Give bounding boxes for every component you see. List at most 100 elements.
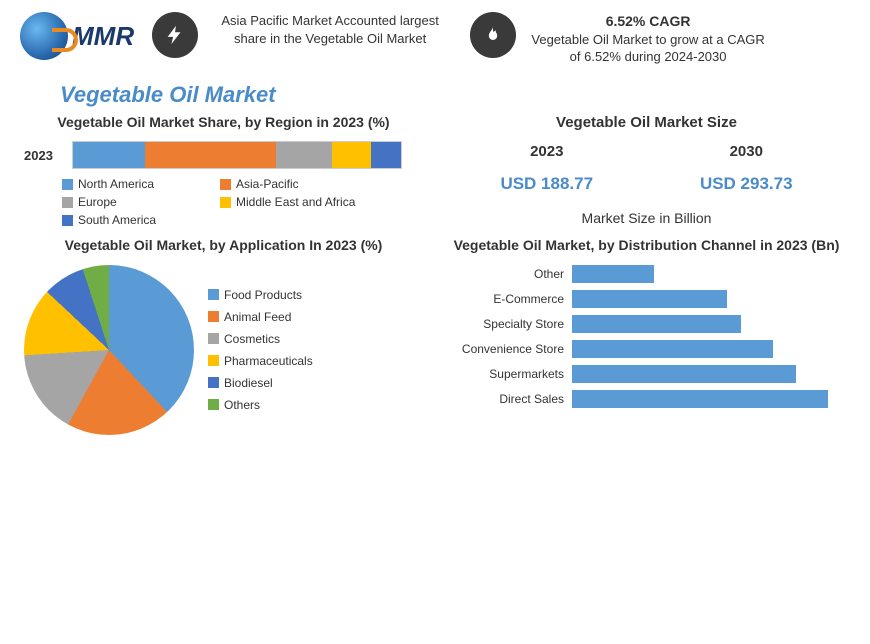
swatch (220, 197, 231, 208)
legend-label: Europe (78, 195, 117, 209)
hbar-row: Other (447, 265, 846, 283)
bolt-icon (152, 12, 198, 58)
legend-item: Others (208, 398, 313, 412)
segment (73, 142, 145, 168)
hbar-label: Supermarkets (447, 367, 572, 381)
hbar (572, 290, 727, 308)
legend-item: Food Products (208, 288, 313, 302)
stat-asia-text: Asia Pacific Market Accounted largest sh… (208, 12, 452, 47)
region-chart-panel: Vegetable Oil Market Share, by Region in… (24, 114, 423, 228)
hbar-chart: Other E-Commerce Specialty Store Convenienc… (447, 265, 846, 408)
hbar-row: E-Commerce (447, 290, 846, 308)
hbar-track (572, 315, 846, 333)
legend-label: Animal Feed (224, 310, 291, 324)
legend-item: Middle East and Africa (220, 195, 360, 209)
stat-cagr-body: Vegetable Oil Market to grow at a CAGR o… (526, 31, 770, 66)
hbar (572, 340, 773, 358)
stat-cagr-title: 6.52% CAGR (526, 12, 770, 31)
legend-label: Food Products (224, 288, 302, 302)
swatch (220, 179, 231, 190)
size-col-2030: 2030 USD 293.73 (700, 143, 793, 194)
size-row: 2023 USD 188.77 2030 USD 293.73 (447, 143, 846, 194)
hbar-row: Supermarkets (447, 365, 846, 383)
legend-label: Cosmetics (224, 332, 280, 346)
hbar-row: Convenience Store (447, 340, 846, 358)
region-stacked-bar: 2023 (24, 141, 423, 169)
stat-cagr: 6.52% CAGR Vegetable Oil Market to grow … (470, 12, 770, 66)
swatch (208, 311, 219, 322)
size-year-1: 2030 (700, 143, 793, 160)
segment (276, 142, 332, 168)
legend-item: Asia-Pacific (220, 177, 360, 191)
swatch (62, 215, 73, 226)
swatch (208, 333, 219, 344)
segment (332, 142, 371, 168)
logo: MMR (20, 12, 134, 60)
legend-label: North America (78, 177, 154, 191)
hbar-label: Convenience Store (447, 342, 572, 356)
segment (371, 142, 401, 168)
swatch (208, 289, 219, 300)
swatch (62, 179, 73, 190)
hbar (572, 390, 828, 408)
swatch (208, 355, 219, 366)
page-title: Vegetable Oil Market (60, 82, 870, 108)
pie-legend: Food Products Animal Feed Cosmetics Pharmac… (208, 288, 313, 412)
stat-cagr-text: 6.52% CAGR Vegetable Oil Market to grow … (526, 12, 770, 66)
flame-icon (470, 12, 516, 58)
market-size-panel: Vegetable Oil Market Size 2023 USD 188.7… (447, 114, 846, 228)
size-title: Vegetable Oil Market Size (447, 114, 846, 133)
hbar-label: Specialty Store (447, 317, 572, 331)
swatch (208, 377, 219, 388)
hbar-track (572, 365, 846, 383)
hbar-row: Direct Sales (447, 390, 846, 408)
swatch (208, 399, 219, 410)
size-value-0: USD 188.77 (500, 174, 593, 194)
hbar-track (572, 390, 846, 408)
hbar-track (572, 340, 846, 358)
application-chart-title: Vegetable Oil Market, by Application In … (24, 237, 423, 255)
legend-item: Cosmetics (208, 332, 313, 346)
size-col-2023: 2023 USD 188.77 (500, 143, 593, 194)
legend-item: Animal Feed (208, 310, 313, 324)
pie-chart (24, 265, 194, 435)
legend-label: Biodiesel (224, 376, 273, 390)
legend-item: South America (62, 213, 202, 227)
region-chart-title: Vegetable Oil Market Share, by Region in… (24, 114, 423, 132)
header: MMR Asia Pacific Market Accounted larges… (0, 0, 870, 74)
segment (145, 142, 276, 168)
legend-label: Others (224, 398, 260, 412)
hbar-row: Specialty Store (447, 315, 846, 333)
size-year-0: 2023 (500, 143, 593, 160)
hbar (572, 365, 796, 383)
legend-label: Asia-Pacific (236, 177, 299, 191)
region-year-label: 2023 (24, 148, 62, 163)
hbar-label: Other (447, 267, 572, 281)
globe-icon (20, 12, 68, 60)
stat-asia-pacific: Asia Pacific Market Accounted largest sh… (152, 12, 452, 58)
hbar (572, 265, 654, 283)
channel-chart-panel: Vegetable Oil Market, by Distribution Ch… (447, 237, 846, 435)
stacked-bar (72, 141, 402, 169)
legend-item: Pharmaceuticals (208, 354, 313, 368)
legend-label: South America (78, 213, 156, 227)
legend-label: Pharmaceuticals (224, 354, 313, 368)
pie-wrap: Food Products Animal Feed Cosmetics Pharmac… (24, 265, 423, 435)
hbar-label: Direct Sales (447, 392, 572, 406)
size-value-1: USD 293.73 (700, 174, 793, 194)
logo-text: MMR (72, 21, 134, 52)
region-legend: North America Asia-Pacific Europe Middle Ea… (62, 177, 423, 227)
legend-item: Biodiesel (208, 376, 313, 390)
hbar-label: E-Commerce (447, 292, 572, 306)
size-note: Market Size in Billion (447, 210, 846, 226)
legend-item: Europe (62, 195, 202, 209)
hbar-track (572, 265, 846, 283)
hbar (572, 315, 741, 333)
swatch (62, 197, 73, 208)
legend-item: North America (62, 177, 202, 191)
chart-grid: Vegetable Oil Market Share, by Region in… (0, 114, 870, 451)
channel-chart-title: Vegetable Oil Market, by Distribution Ch… (447, 237, 846, 255)
application-chart-panel: Vegetable Oil Market, by Application In … (24, 237, 423, 435)
hbar-track (572, 290, 846, 308)
legend-label: Middle East and Africa (236, 195, 355, 209)
